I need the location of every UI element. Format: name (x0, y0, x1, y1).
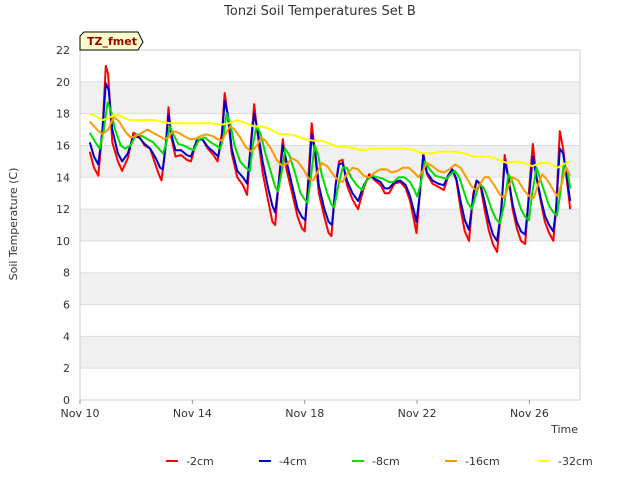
x-tick-label: Nov 10 (61, 407, 100, 420)
y-tick-label: 6 (63, 299, 70, 312)
x-tick-label: Nov 22 (398, 407, 437, 420)
y-tick-label: 20 (56, 76, 70, 89)
y-tick-label: 10 (56, 235, 70, 248)
legend-label: -32cm (558, 455, 593, 468)
plot-area (79, 49, 581, 401)
x-tick-label: Nov 14 (173, 407, 212, 420)
chart-title: Tonzi Soil Temperatures Set B (223, 4, 416, 19)
grid-lines (80, 49, 580, 401)
x-tick-label: Nov 26 (510, 407, 549, 420)
legend-label: -8cm (372, 455, 400, 468)
series-line-32cm (89, 112, 571, 169)
x-axis-ticks: Nov 10 Nov 14 Nov 18 Nov 22 Nov 26 (61, 400, 549, 420)
grid-band (80, 272, 580, 305)
y-tick-label: 18 (56, 108, 70, 121)
y-tick-label: 0 (63, 394, 70, 407)
grid-band (80, 209, 580, 241)
grid-bands (80, 81, 580, 369)
y-tick-label: 14 (56, 171, 70, 184)
y-tick-label: 16 (56, 139, 70, 152)
station-badge: TZ_fmet (79, 31, 144, 51)
series-line-16cm (89, 115, 572, 199)
y-tick-label: 8 (63, 267, 70, 280)
y-axis-label: Soil Temperature (C) (7, 168, 20, 281)
grid-band (80, 81, 580, 114)
y-tick-label: 12 (56, 203, 70, 216)
series-lines (88, 64, 572, 253)
y-axis-ticks: 0 2 4 6 8 10 12 14 16 18 20 22 (56, 44, 70, 407)
y-tick-label: 4 (63, 330, 70, 343)
legend-label: -2cm (186, 455, 214, 468)
legend-label: -16cm (465, 455, 500, 468)
badge-box (79, 31, 144, 51)
legend-label: -4cm (279, 455, 307, 468)
grid-band (80, 336, 580, 369)
badge-label: TZ_fmet (87, 35, 137, 48)
x-axis-label: Time (550, 423, 578, 436)
legend: -2cm -4cm -8cm -16cm -32cm (166, 455, 593, 468)
series-line-8cm (88, 101, 572, 225)
x-tick-label: Nov 18 (285, 407, 324, 420)
y-tick-label: 2 (63, 362, 70, 375)
y-tick-label: 22 (56, 44, 70, 57)
